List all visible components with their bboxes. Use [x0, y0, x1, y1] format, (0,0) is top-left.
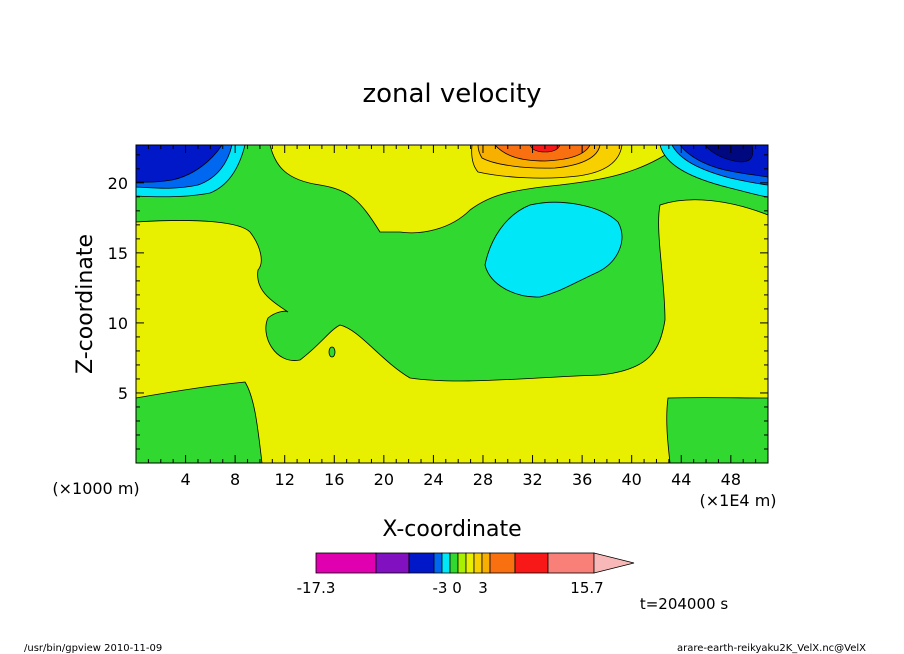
negative-core-left — [136, 145, 223, 183]
colorbar-segment — [375, 552, 410, 574]
colorbar — [315, 552, 635, 574]
x-tick-label: 4 — [180, 470, 190, 489]
x-axis-label: X-coordinate — [382, 517, 521, 542]
colorbar-segment — [489, 552, 516, 574]
x-tick-label: 28 — [473, 470, 493, 489]
colorbar-segment — [315, 552, 377, 574]
green-region-bottom-right — [666, 397, 768, 463]
x-unit-left: (×1000 m) — [52, 479, 139, 498]
x-tick-label: 48 — [721, 470, 741, 489]
colorbar-arrow — [593, 552, 635, 574]
plot-frame — [135, 144, 769, 464]
x-tick-label: 20 — [374, 470, 394, 489]
cyan-blob-center — [484, 201, 623, 298]
x-unit-right: (×1E4 m) — [699, 491, 776, 510]
footer-left: /usr/bin/gpview 2010-11-09 — [24, 643, 162, 654]
colorbar-segment — [433, 552, 443, 574]
x-axis: 4 8 12 16 20 24 28 32 36 40 44 48 — [147, 145, 757, 489]
x-tick-label: 44 — [671, 470, 691, 489]
x-tick-label: 40 — [622, 470, 642, 489]
green-region-main — [136, 145, 768, 382]
colorbar-segment — [441, 552, 451, 574]
colorbar-segment — [473, 552, 483, 574]
colorbar-labels: -17.3 -3 0 3 15.7 — [297, 579, 604, 597]
negative-core-right-inner — [704, 145, 754, 163]
x-tick-label: 16 — [324, 470, 344, 489]
colorbar-tick-label: -17.3 — [297, 579, 336, 597]
colorbar-segment — [449, 552, 459, 574]
colorbar-tick-label: 0 — [452, 579, 462, 597]
y-axis: 5 10 15 20 — [108, 154, 768, 450]
footer-right: arare-earth-reikyaku2K_VelX.nc@VelX — [677, 643, 866, 654]
colorbar-segment — [408, 552, 435, 574]
time-label: t=204000 s — [640, 595, 728, 613]
y-tick-label: 20 — [108, 174, 128, 193]
colorbar-segment — [481, 552, 491, 574]
green-islet — [328, 346, 336, 358]
colorbar-segment — [547, 552, 595, 574]
colorbar-tick-label: -3 — [433, 579, 448, 597]
y-axis-label: Z-coordinate — [73, 234, 98, 374]
x-tick-label: 24 — [423, 470, 443, 489]
colorbar-segment — [457, 552, 467, 574]
x-tick-label: 8 — [230, 470, 240, 489]
colorbar-segment — [514, 552, 549, 574]
colorbar-tick-label: 3 — [478, 579, 488, 597]
orange-jet-top — [494, 145, 591, 162]
contour-fill — [136, 145, 768, 463]
x-tick-label: 32 — [522, 470, 542, 489]
x-tick-label: 36 — [572, 470, 592, 489]
colorbar-segment — [465, 552, 475, 574]
colorbar-tick-label: 15.7 — [570, 579, 603, 597]
y-tick-label: 15 — [108, 244, 128, 263]
y-tick-label: 10 — [108, 314, 128, 333]
y-tick-label: 5 — [118, 384, 128, 403]
green-region-bottom-left — [136, 381, 263, 463]
x-tick-label: 12 — [275, 470, 295, 489]
chart-title: zonal velocity — [362, 79, 541, 109]
